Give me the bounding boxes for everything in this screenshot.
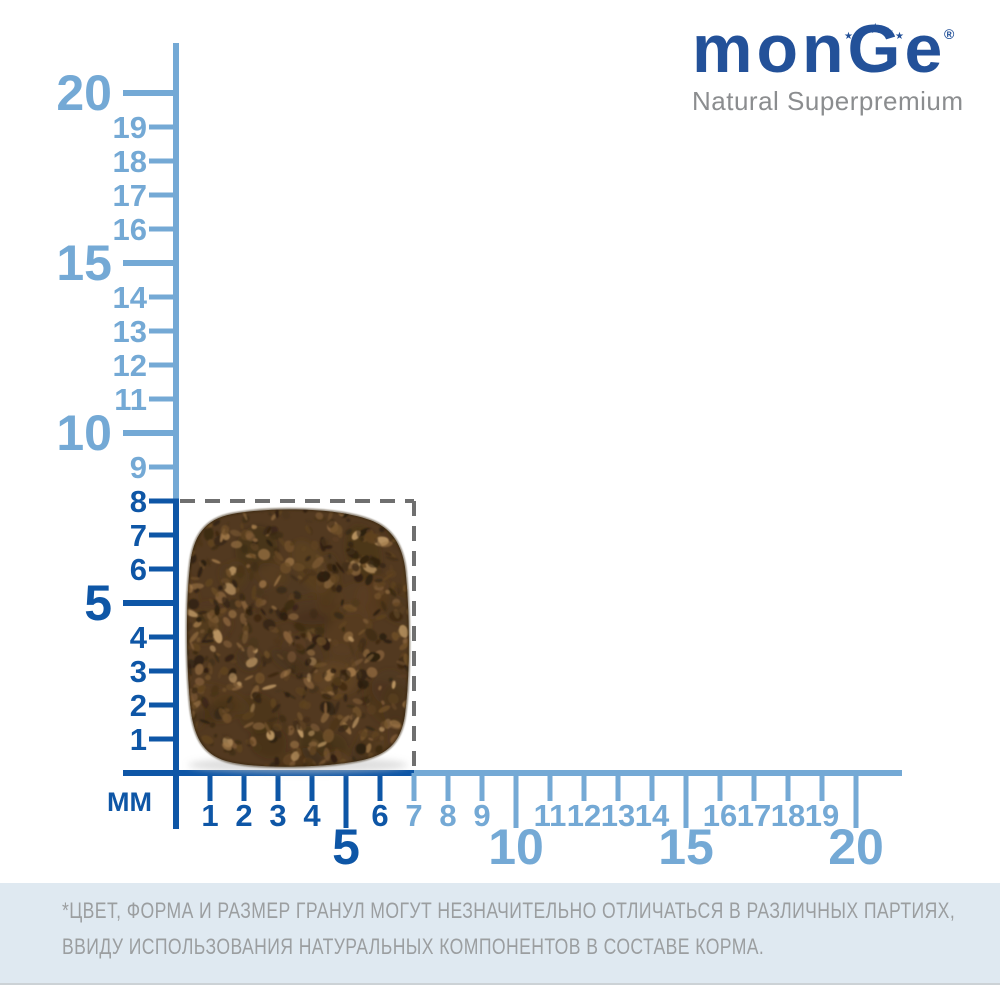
v-tick-label-20: 20 (56, 65, 112, 121)
unit-label-mm: ММ (107, 787, 152, 817)
v-tick-label-5: 5 (84, 575, 112, 631)
h-tick-label-10: 10 (488, 819, 544, 875)
h-tick-label-20: 20 (828, 819, 884, 875)
v-tick-label-2: 2 (130, 688, 147, 723)
h-tick-label-17: 17 (737, 798, 771, 833)
h-tick-label-8: 8 (439, 798, 456, 833)
h-tick-label-3: 3 (269, 798, 286, 833)
logo-row: ★ ★ ★ ★ ★ monGe ® (692, 11, 960, 87)
h-tick-label-16: 16 (703, 798, 737, 833)
h-tick-label-5: 5 (332, 819, 360, 875)
v-tick-label-10: 10 (56, 405, 112, 461)
v-tick-label-9: 9 (130, 450, 147, 485)
v-tick-label-15: 15 (56, 235, 112, 291)
v-tick-label-17: 17 (113, 178, 147, 213)
v-tick-label-3: 3 (130, 654, 147, 689)
logo-wordmark: monGe (692, 11, 947, 87)
logo-stars-icon: ★ ★ ★ ★ ★ (844, 12, 906, 42)
v-tick-label-4: 4 (130, 620, 148, 655)
star-icon: ★ (856, 25, 867, 39)
star-icon: ★ (883, 25, 894, 39)
v-tick-label-8: 8 (130, 484, 147, 519)
star-icon: ★ (869, 20, 882, 36)
v-tick-label-19: 19 (113, 110, 147, 145)
logo-tagline: Natural Superpremium (692, 86, 964, 116)
v-tick-label-12: 12 (113, 348, 147, 383)
registered-trademark-icon: ® (944, 26, 955, 42)
kibble-image (185, 507, 411, 773)
h-tick-label-1: 1 (201, 798, 218, 833)
h-tick-label-15: 15 (658, 819, 714, 875)
monge-logo: ★ ★ ★ ★ ★ monGe ® Natural Superpremium (692, 11, 964, 117)
v-tick-label-16: 16 (113, 212, 147, 247)
kibble-edge (185, 507, 411, 769)
disclaimer-line-2: ВВИДУ ИСПОЛЬЗОВАНИЯ НАТУРАЛЬНЫХ КОМПОНЕН… (62, 934, 765, 959)
v-tick-label-7: 7 (130, 518, 147, 553)
h-tick-label-14: 14 (635, 798, 670, 833)
h-tick-label-2: 2 (235, 798, 252, 833)
h-tick-label-4: 4 (303, 798, 321, 833)
v-tick-label-18: 18 (113, 144, 147, 179)
h-tick-label-11: 11 (534, 798, 567, 833)
h-tick-label-12: 12 (567, 798, 601, 833)
v-tick-label-14: 14 (113, 280, 148, 315)
h-tick-label-6: 6 (371, 798, 388, 833)
v-tick-label-13: 13 (113, 314, 147, 349)
star-icon: ★ (895, 31, 904, 42)
footer-disclaimer: *ЦВЕТ, ФОРМА И РАЗМЕР ГРАНУЛ МОГУТ НЕЗНА… (0, 883, 1000, 985)
v-tick-label-6: 6 (130, 552, 147, 587)
disclaimer-line-1: *ЦВЕТ, ФОРМА И РАЗМЕР ГРАНУЛ МОГУТ НЕЗНА… (62, 898, 956, 923)
v-tick-label-11: 11 (114, 382, 147, 417)
star-icon: ★ (844, 31, 853, 42)
h-tick-label-7: 7 (405, 798, 422, 833)
footer-divider (0, 983, 1000, 985)
v-tick-label-1: 1 (130, 722, 147, 757)
h-tick-label-18: 18 (771, 798, 805, 833)
h-tick-label-13: 13 (601, 798, 635, 833)
h-tick-label-9: 9 (473, 798, 490, 833)
h-tick-label-19: 19 (805, 798, 839, 833)
